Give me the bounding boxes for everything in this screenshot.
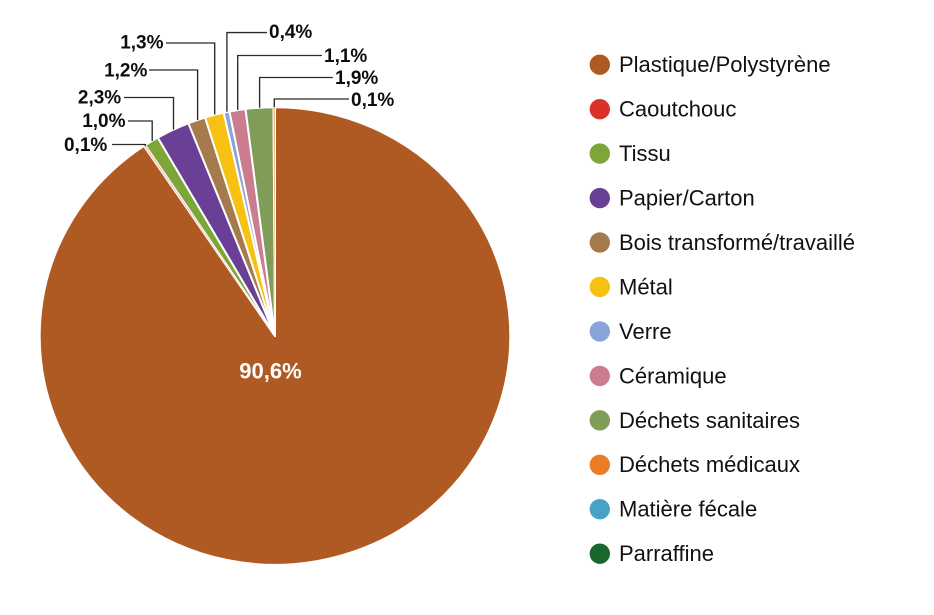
svg-text:1,0%: 1,0% (82, 111, 125, 132)
svg-text:Bois transformé/travaillé: Bois transformé/travaillé (619, 230, 855, 255)
svg-text:Parraffine: Parraffine (619, 541, 714, 566)
svg-text:0,1%: 0,1% (351, 90, 394, 111)
svg-text:Métal: Métal (619, 274, 673, 299)
svg-text:1,9%: 1,9% (335, 68, 378, 89)
svg-text:2,3%: 2,3% (78, 88, 121, 109)
svg-text:Déchets médicaux: Déchets médicaux (619, 452, 800, 477)
svg-text:Papier/Carton: Papier/Carton (619, 186, 755, 211)
svg-text:Plastique/Polystyrène: Plastique/Polystyrène (619, 52, 831, 77)
svg-text:Déchets sanitaires: Déchets sanitaires (619, 408, 800, 433)
svg-text:0,1%: 0,1% (64, 135, 107, 156)
svg-text:1,2%: 1,2% (104, 61, 147, 82)
svg-text:Verre: Verre (619, 319, 672, 344)
svg-text:Tissu: Tissu (619, 141, 671, 166)
svg-text:1,3%: 1,3% (120, 33, 163, 54)
svg-text:Matière fécale: Matière fécale (619, 497, 757, 522)
svg-text:1,1%: 1,1% (324, 46, 367, 67)
svg-text:Caoutchouc: Caoutchouc (619, 97, 736, 122)
svg-text:0,4%: 0,4% (269, 22, 312, 43)
svg-text:90,6%: 90,6% (239, 359, 301, 384)
svg-text:Céramique: Céramique (619, 363, 727, 388)
